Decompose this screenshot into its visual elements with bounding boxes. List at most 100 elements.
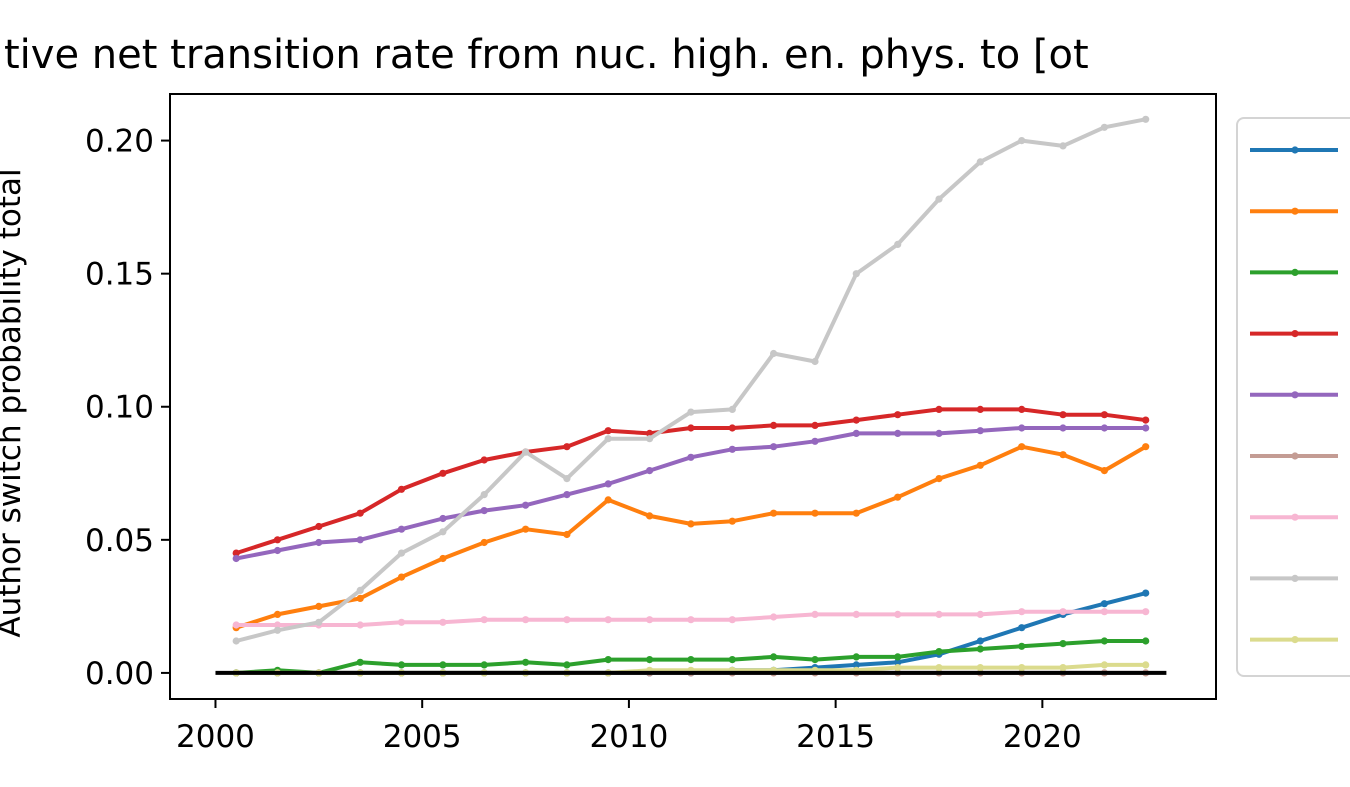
series-8-point — [480, 491, 488, 499]
series-3-point — [439, 661, 447, 669]
series-2-point — [1142, 443, 1150, 451]
series-9-point — [1142, 661, 1150, 669]
series-3-point — [1059, 640, 1067, 648]
series-9-point — [1100, 661, 1108, 669]
legend-entry-3 — [1250, 268, 1338, 276]
series-8-point — [976, 158, 984, 166]
series-4-point — [439, 469, 447, 477]
series-7-point — [1059, 608, 1067, 616]
legend-entry-4 — [1250, 330, 1338, 338]
y-tick-label: 0.00 — [85, 656, 154, 692]
series-4-point — [976, 405, 984, 413]
series-4-point — [563, 443, 571, 451]
series-4-point — [728, 424, 736, 432]
series-5-point — [315, 538, 323, 547]
series-3-point — [1018, 642, 1026, 650]
series-5-point — [894, 429, 902, 437]
series-3-point — [935, 648, 943, 656]
series-5-point — [1100, 424, 1108, 432]
series-8-point — [811, 357, 819, 366]
series-3-point — [811, 656, 819, 664]
series-2-point — [563, 530, 571, 539]
legend-entry-9 — [1250, 636, 1338, 644]
series-7-point — [604, 616, 612, 624]
series-5-point — [646, 467, 654, 475]
series-4-point — [356, 509, 364, 517]
series-4-point — [480, 456, 488, 464]
series-2-point — [894, 493, 902, 501]
x-tick-label: 2020 — [1003, 719, 1082, 755]
series-8-line — [235, 117, 1147, 643]
series-8-point — [522, 448, 530, 456]
series-7-point — [976, 610, 984, 619]
series-9-point — [1059, 664, 1067, 672]
legend-marker — [1291, 330, 1299, 338]
legend — [1250, 146, 1338, 644]
series-3-point — [687, 656, 695, 664]
series-4-point — [273, 536, 282, 544]
series-4-point — [232, 549, 240, 557]
series-3-point — [1100, 637, 1108, 645]
series-8-point — [1059, 142, 1067, 150]
series-4-point — [770, 421, 778, 429]
series-7-point — [1100, 608, 1108, 616]
legend-marker — [1291, 391, 1299, 399]
series-5-line — [235, 426, 1146, 561]
series-8-point — [315, 618, 323, 626]
series-4 — [232, 405, 1150, 557]
series-1-point — [1018, 624, 1026, 632]
series-3-point — [522, 658, 530, 666]
x-tick-label: 2000 — [176, 719, 255, 755]
series-2-point — [687, 520, 695, 528]
series-3-point — [1142, 637, 1150, 645]
series-5-point — [356, 536, 364, 544]
series-2-point — [397, 573, 406, 581]
series-2-point — [356, 594, 364, 603]
series-2 — [232, 443, 1150, 632]
x-tick-label: 2015 — [796, 719, 875, 755]
series-5-point — [232, 554, 240, 563]
series-8-point — [728, 405, 736, 413]
series-1-point — [976, 637, 984, 645]
series-8-point — [1018, 137, 1026, 145]
legend-marker — [1291, 574, 1299, 583]
series-7-point — [852, 610, 860, 619]
series-7-point — [563, 616, 571, 624]
legend-marker — [1291, 636, 1299, 644]
series-7-point — [811, 610, 819, 619]
series-7 — [232, 608, 1150, 629]
series-2-point — [728, 517, 736, 525]
series-5-point — [604, 480, 612, 488]
series-8-point — [935, 195, 943, 203]
series-8-point — [770, 349, 778, 358]
series-4-point — [894, 411, 902, 419]
series-8-point — [604, 435, 612, 443]
series-8-point — [232, 637, 240, 645]
series-2-point — [770, 509, 778, 517]
series-3-point — [604, 656, 612, 664]
series-7-point — [935, 610, 943, 619]
series-2-point — [1059, 451, 1067, 459]
series-5-point — [852, 429, 860, 437]
series-3-point — [976, 645, 984, 653]
chart-title: tive net transition rate from nuc. high.… — [4, 32, 1089, 78]
series-3-point — [480, 661, 488, 669]
series-2-point — [935, 475, 943, 483]
series-5-point — [563, 491, 571, 499]
series-2-point — [646, 512, 654, 520]
y-tick-label: 0.10 — [85, 390, 154, 426]
series-5 — [232, 424, 1150, 563]
legend-entry-1 — [1250, 146, 1338, 154]
y-axis-label: Author switch probability total — [0, 168, 28, 637]
series-5-point — [935, 429, 943, 437]
series-8-point — [273, 626, 282, 634]
series-4-point — [687, 424, 695, 432]
series-7-point — [273, 621, 282, 629]
legend-entry-8 — [1250, 574, 1338, 583]
series-4-point — [604, 427, 612, 435]
series-1-point — [1142, 589, 1150, 597]
series-9-point — [1018, 664, 1026, 672]
x-tick-label: 2005 — [383, 719, 462, 755]
series-1-point — [852, 661, 860, 669]
